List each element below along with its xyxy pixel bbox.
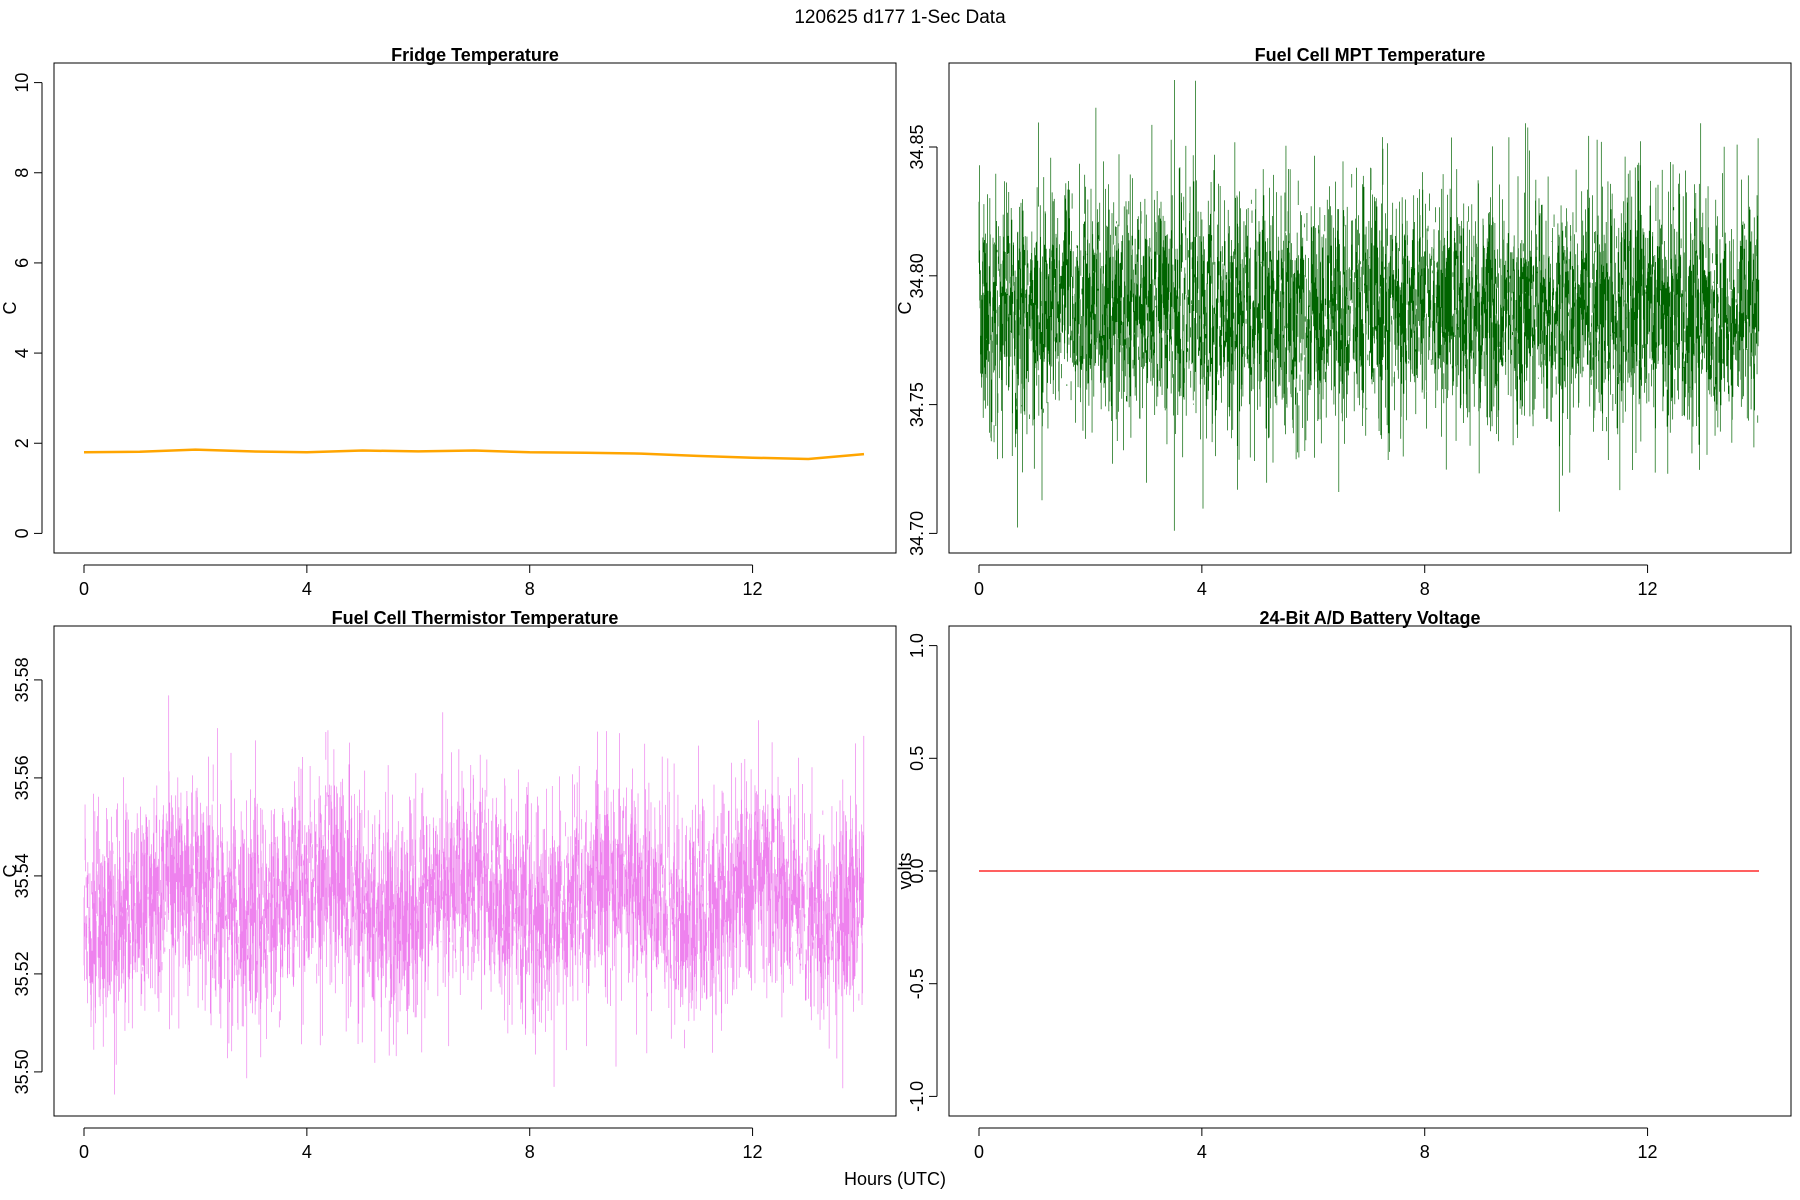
x-tick-label: 0 xyxy=(79,579,89,599)
y-tick-label: 35.58 xyxy=(12,657,32,702)
figure-title: 120625 d177 1-Sec Data xyxy=(794,7,1006,28)
y-tick-label: 6 xyxy=(12,258,32,268)
panel-title: 24-Bit A/D Battery Voltage xyxy=(1259,608,1480,628)
y-tick-label: 1.0 xyxy=(907,633,927,658)
x-tick-label: 4 xyxy=(1197,579,1207,599)
panel-fuel-cell-thermistor-temperature: Fuel Cell Thermistor Temperature C 0 4 8 12… xyxy=(0,608,897,1162)
y-axis-label: C xyxy=(895,302,915,315)
x-tick-label: 4 xyxy=(302,579,312,599)
y-tick-label: 0.0 xyxy=(907,858,927,883)
panel-battery-voltage: 24-Bit A/D Battery Voltage volts 0 4 8 12 -1… xyxy=(895,608,1792,1162)
x-tick-label: 8 xyxy=(525,579,535,599)
x-tick-label: 12 xyxy=(743,579,763,599)
panel-title: Fuel Cell Thermistor Temperature xyxy=(332,608,619,628)
y-tick-label: -1.0 xyxy=(907,1081,927,1112)
plot-frame xyxy=(53,625,897,1117)
y-tick-label: 34.80 xyxy=(907,253,927,298)
series-layer xyxy=(83,448,865,461)
x-tick-label: 8 xyxy=(1420,579,1430,599)
y-tick-label: 35.52 xyxy=(12,951,32,996)
figure-x-axis-label: Hours (UTC) xyxy=(844,1169,946,1189)
x-tick-label: 12 xyxy=(1638,579,1658,599)
plot-frame xyxy=(948,62,1792,554)
series-line xyxy=(83,448,865,461)
panel-title: Fuel Cell MPT Temperature xyxy=(1255,45,1486,65)
x-tick-label: 0 xyxy=(974,1142,984,1162)
x-tick-label: 8 xyxy=(1420,1142,1430,1162)
x-tick-label: 4 xyxy=(302,1142,312,1162)
y-tick-label: 34.75 xyxy=(907,382,927,427)
y-tick-label: 10 xyxy=(12,73,32,93)
y-tick-label: 35.56 xyxy=(12,755,32,800)
x-tick-label: 8 xyxy=(525,1142,535,1162)
y-axis-label: volts xyxy=(895,852,915,889)
y-axis-label: C xyxy=(0,302,20,315)
y-tick-label: 0 xyxy=(12,528,32,538)
y-tick-label: 34.70 xyxy=(907,511,927,556)
panel-fuel-cell-mpt-temperature: Fuel Cell MPT Temperature C 0 4 8 12 34.70 34… xyxy=(895,45,1792,599)
y-tick-label: 2 xyxy=(12,438,32,448)
x-tick-label: 0 xyxy=(974,579,984,599)
x-tick-label: 12 xyxy=(1638,1142,1658,1162)
series-noise-band xyxy=(83,695,865,1095)
plot-frame xyxy=(948,625,1792,1117)
y-tick-label: 8 xyxy=(12,168,32,178)
panel-title: Fridge Temperature xyxy=(391,45,559,65)
series-noise-band xyxy=(978,80,1760,531)
x-tick-label: 12 xyxy=(743,1142,763,1162)
y-tick-label: 0.5 xyxy=(907,746,927,771)
y-tick-label: 4 xyxy=(12,348,32,358)
y-tick-label: 34.85 xyxy=(907,124,927,169)
y-tick-label: -0.5 xyxy=(907,968,927,999)
x-tick-label: 0 xyxy=(79,1142,89,1162)
y-tick-label: 35.54 xyxy=(12,853,32,898)
panel-fridge-temperature: Fridge Temperature C 0 4 8 12 0 2 4 6 8 10 xyxy=(0,45,897,599)
y-tick-label: 35.50 xyxy=(12,1049,32,1094)
y-axis-label: C xyxy=(0,865,20,878)
x-tick-label: 4 xyxy=(1197,1142,1207,1162)
plot-frame xyxy=(53,62,897,554)
series-layer xyxy=(978,80,1760,531)
series-layer xyxy=(83,695,865,1095)
